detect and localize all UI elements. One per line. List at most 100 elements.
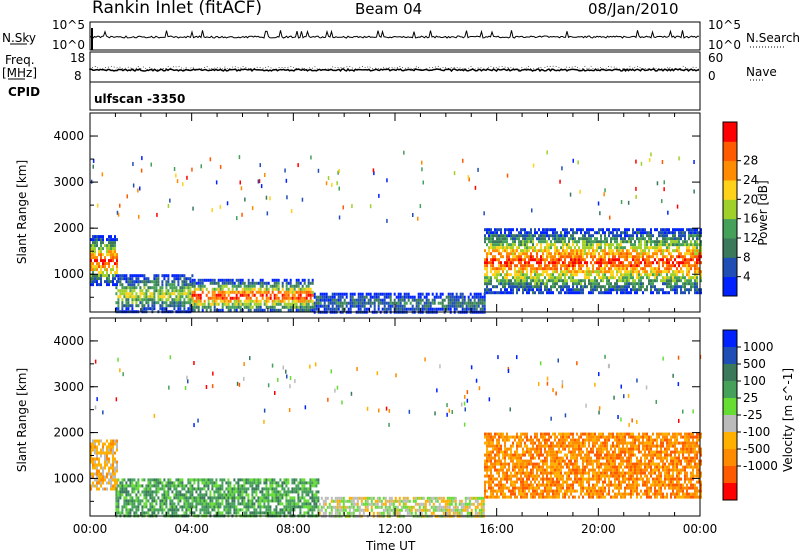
range-cell [281, 305, 284, 309]
range-cell [157, 280, 160, 284]
range-cell [119, 289, 122, 293]
range-cell [614, 267, 616, 271]
range-cell [678, 264, 680, 268]
range-cell [696, 276, 698, 280]
range-cell [358, 511, 361, 515]
range-cell [608, 285, 610, 289]
range-cell [403, 295, 406, 299]
range-cell [510, 234, 512, 238]
range-cell [227, 308, 230, 312]
range-cell [610, 282, 612, 286]
range-cell [564, 267, 566, 271]
range-cell [548, 276, 550, 280]
range-cell [243, 490, 246, 494]
range-cell [464, 505, 467, 509]
range-cell [638, 252, 640, 256]
range-cell [90, 484, 92, 488]
range-cell [217, 278, 220, 282]
range-cell [594, 276, 596, 280]
range-cell [488, 282, 490, 286]
range-cell [241, 490, 244, 494]
range-cell [337, 298, 340, 302]
range-cell [652, 270, 654, 274]
range-cell [564, 282, 566, 286]
range-cell [237, 511, 240, 515]
range-cell [676, 285, 678, 289]
range-cell [363, 307, 366, 311]
range-cell [676, 237, 678, 241]
range-cell [189, 481, 192, 485]
range-cell [159, 304, 162, 308]
range-cell [133, 298, 136, 302]
range-cell [369, 301, 372, 305]
range-cell [486, 285, 488, 289]
range-cell [344, 508, 347, 512]
range-cell [370, 508, 373, 512]
range-cell [201, 305, 204, 309]
range-cell [394, 508, 397, 512]
range-cell [209, 499, 212, 503]
range-cell [425, 307, 428, 311]
range-cell [658, 234, 660, 238]
range-cell [450, 496, 453, 500]
range-cell [440, 499, 443, 503]
range-cell [167, 508, 170, 512]
range-cell [92, 466, 94, 470]
range-cell [662, 252, 664, 256]
range-cell [295, 487, 298, 491]
range-cell [586, 273, 588, 277]
range-cell [289, 499, 292, 503]
range-cell [295, 484, 298, 488]
range-cell [342, 505, 345, 509]
range-cell [612, 273, 614, 277]
range-cell [98, 238, 100, 242]
range-cell [464, 496, 467, 500]
range-cell [656, 228, 658, 232]
range-cell [662, 279, 664, 283]
range-cell [584, 249, 586, 253]
range-cell [221, 481, 224, 485]
range-cell [352, 511, 355, 515]
range-cell [455, 298, 458, 302]
range-cell [524, 252, 526, 256]
range-cell [171, 484, 174, 488]
range-cell [112, 460, 114, 464]
range-cell [119, 490, 122, 494]
range-cell [159, 295, 162, 299]
range-cell [434, 508, 437, 512]
range-cell [442, 496, 445, 500]
range-cell [378, 511, 381, 515]
range-cell [150, 162, 152, 167]
range-cell [295, 299, 298, 303]
range-cell [135, 274, 138, 278]
range-cell [225, 496, 228, 500]
range-cell [674, 279, 676, 283]
range-cell [552, 231, 554, 235]
range-cell [590, 279, 592, 283]
range-cell [678, 240, 680, 244]
range-cell [223, 278, 226, 282]
range-cell [94, 265, 96, 269]
range-cell [477, 295, 480, 299]
range-cell [688, 249, 690, 253]
range-cell [506, 279, 508, 283]
range-cell [648, 273, 650, 277]
range-cell [596, 240, 598, 244]
range-cell [259, 290, 262, 294]
range-cell [449, 298, 452, 302]
range-cell [624, 255, 626, 259]
range-cell [425, 292, 428, 296]
range-cell [510, 264, 512, 268]
range-cell [326, 496, 329, 500]
range-cell [609, 215, 611, 220]
range-cell [249, 302, 252, 306]
range-cell [217, 281, 220, 285]
range-cell [474, 185, 477, 190]
range-cell [233, 499, 236, 503]
range-cell [638, 255, 640, 259]
range-cell [498, 267, 500, 271]
range-cell [542, 291, 544, 295]
range-cell [259, 499, 262, 503]
range-cell [514, 252, 516, 256]
range-cell [442, 499, 445, 503]
